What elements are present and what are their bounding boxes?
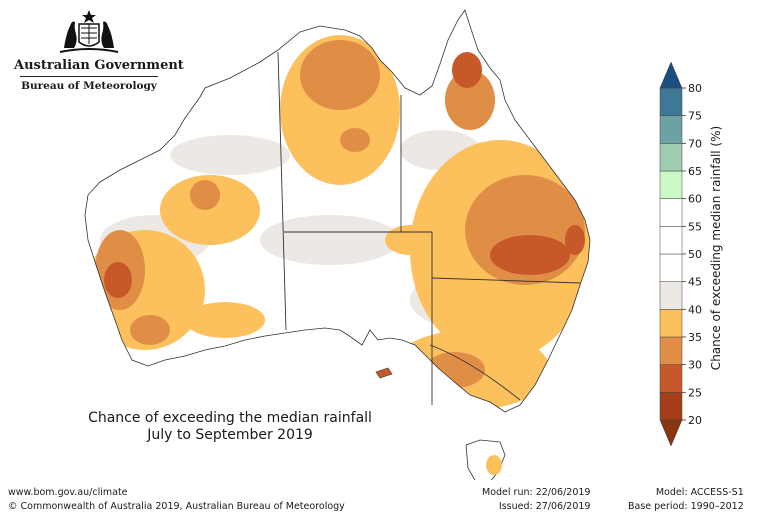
legend-bin-25-30 — [659, 364, 683, 393]
legend-bin-60-65 — [659, 170, 683, 199]
base-period: Base period: 1990–2012 — [628, 501, 744, 512]
legend-bin-55-60 — [659, 198, 683, 227]
legend-tick-label: 55 — [688, 220, 702, 233]
legend-bin-30-35 — [659, 336, 683, 365]
legend-tick-label: 35 — [688, 331, 702, 344]
legend-tick-label: 60 — [688, 193, 702, 206]
footer-model: Model: ACCESS-S1 Base period: 1990–2012 — [628, 486, 744, 514]
probability-fields — [85, 10, 590, 412]
legend-bin-65-70 — [659, 143, 683, 172]
legend-bin-40-45 — [659, 281, 683, 310]
legend-tick-label: 40 — [688, 303, 702, 316]
legend-over-arrow — [659, 61, 683, 89]
legend-axis-label: Chance of exceeding median rainfall (%) — [709, 126, 723, 370]
legend-ticks: 80 75 70 65 60 55 50 45 40 35 30 25 20 — [682, 82, 702, 427]
legend-tick-label: 65 — [688, 165, 702, 178]
legend-tick-label: 20 — [688, 414, 702, 427]
title-line-1: Chance of exceeding the median rainfall — [88, 410, 372, 426]
legend-bin-50-55 — [659, 226, 683, 255]
source-url: www.bom.gov.au/climate — [8, 487, 128, 498]
state-borders — [277, 51, 581, 405]
copyright-text: © Commonwealth of Australia 2019, Austra… — [8, 501, 345, 512]
kangaroo-island — [375, 367, 393, 379]
legend-tick-label: 70 — [688, 137, 702, 150]
legend-tick-label: 25 — [688, 386, 702, 399]
legend-tick-label: 75 — [688, 110, 702, 123]
logo-divider — [20, 76, 158, 77]
legend-tick-label: 45 — [688, 276, 702, 289]
legend-tick-label: 50 — [688, 248, 702, 261]
model-name: Model: ACCESS-S1 — [655, 487, 744, 498]
legend-bin-20-25 — [659, 392, 683, 421]
rainfall-outlook-map — [84, 9, 591, 480]
model-run-date: Model run: 22/06/2019 — [482, 487, 591, 498]
footer-dates: Model run: 22/06/2019 Issued: 27/06/2019 — [482, 486, 590, 514]
legend-tick-label: 80 — [688, 82, 702, 95]
color-legend: 80 75 70 65 60 55 50 45 40 35 30 25 20 Chance of exc… — [659, 61, 723, 447]
bureau-name: Bureau of Meteorology — [21, 80, 157, 92]
legend-bin-35-40 — [659, 309, 683, 338]
footer-source: www.bom.gov.au/climate © Commonwealth of… — [8, 486, 345, 514]
legend-tick-label: 30 — [688, 359, 702, 372]
legend-bin-75-80 — [659, 87, 683, 116]
map-title: Chance of exceeding the median rainfall … — [40, 410, 420, 444]
legend-bin-45-50 — [659, 253, 683, 282]
government-name: Australian Government — [14, 58, 184, 73]
legend-bins — [659, 61, 683, 447]
issued-date: Issued: 27/06/2019 — [498, 501, 591, 512]
coat-of-arms-icon — [59, 10, 119, 53]
legend-under-arrow — [659, 419, 683, 447]
title-line-2: July to September 2019 — [147, 427, 313, 443]
legend-bin-70-75 — [659, 115, 683, 144]
tasmania — [465, 439, 506, 480]
government-logo: Australian Government Bureau of Meteorol… — [14, 8, 184, 100]
